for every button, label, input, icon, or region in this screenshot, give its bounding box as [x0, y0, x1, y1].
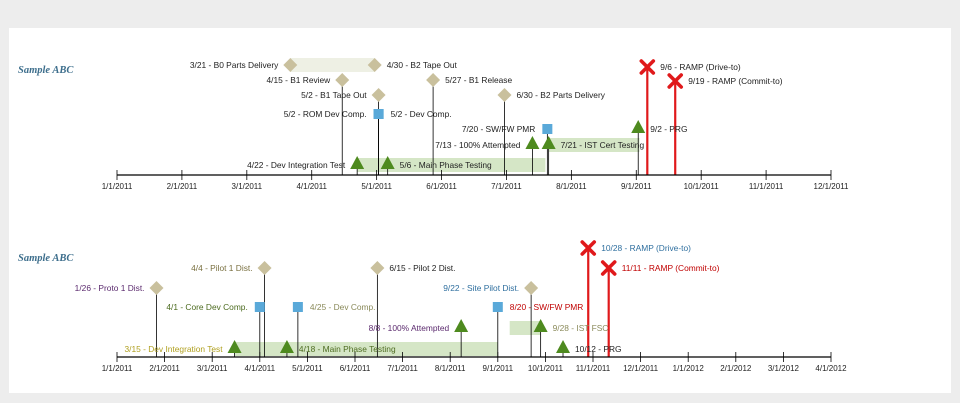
milestone-diamond [335, 73, 350, 87]
milestone-diamond [257, 261, 272, 275]
milestone-label: 5/27 - B1 Release [445, 75, 512, 85]
milestone-label: 9/22 - Site Pilot Dist. [443, 283, 519, 293]
milestone-diamond [370, 261, 385, 275]
milestone-label: 5/2 - ROM Dev Comp. [284, 109, 367, 119]
milestone-cross [639, 59, 656, 75]
axis-tick-label: 10/1/2011 [528, 364, 564, 373]
milestone-label: 7/13 - 100% Attempted [435, 140, 521, 150]
axis-tick-label: 10/1/2011 [684, 182, 720, 191]
milestone-label: 5/6 - Main Phase Testing [400, 160, 492, 170]
axis-tick-label: 2/1/2012 [720, 364, 752, 373]
milestone-label: 9/28 - IST FSC [553, 323, 609, 333]
milestone-label: 3/21 - B0 Parts Delivery [190, 60, 279, 70]
milestone-square [292, 302, 303, 312]
phase-bar [290, 58, 375, 72]
milestone-diamond [497, 88, 512, 102]
axis-tick-label: 5/1/2011 [292, 364, 323, 373]
milestone-label: 4/15 - B1 Review [266, 75, 331, 85]
milestone-diamond [149, 281, 164, 295]
milestone-label: 9/19 - RAMP (Commit-to) [688, 76, 783, 86]
milestone-label: 9/6 - RAMP (Drive-to) [660, 62, 741, 72]
milestone-label: 4/1 - Core Dev Comp. [166, 302, 247, 312]
axis-tick-label: 2/1/2011 [167, 182, 198, 191]
axis-tick-label: 7/1/2011 [491, 182, 522, 191]
phase-bar [509, 321, 541, 335]
milestone-triangle [454, 319, 469, 332]
chart-title: Sample ABC [18, 65, 74, 76]
milestone-label: 8/8 - 100% Attempted [369, 323, 450, 333]
axis-tick-label: 3/1/2011 [232, 182, 263, 191]
phase-bar [357, 158, 546, 172]
milestone-square [373, 109, 384, 119]
phase-bar [548, 138, 640, 152]
phase-bar [234, 342, 498, 356]
axis-tick-label: 2/1/2011 [149, 364, 180, 373]
milestone-triangle [350, 156, 365, 169]
axis-tick-label: 11/1/2011 [576, 364, 611, 373]
milestone-triangle [556, 340, 571, 353]
axis-tick-label: 8/1/2011 [435, 364, 466, 373]
milestone-label: 7/20 - SW/FW PMR [462, 124, 536, 134]
milestone-label: 10/28 - RAMP (Drive-to) [601, 243, 691, 253]
milestone-diamond [367, 58, 382, 72]
axis-tick-label: 4/1/2011 [296, 182, 327, 191]
axis-tick-label: 12/1/2011 [814, 182, 850, 191]
milestone-label: 10/12 - PRG [575, 344, 622, 354]
milestone-triangle [541, 136, 556, 149]
milestone-triangle [279, 340, 294, 353]
milestone-diamond [371, 88, 386, 102]
milestone-label: 4/18 - Main Phase Testing [299, 344, 396, 354]
axis-tick-label: 6/1/2011 [340, 364, 371, 373]
axis-tick-label: 3/1/2012 [768, 364, 800, 373]
milestone-square [542, 124, 553, 134]
milestone-label: 1/26 - Proto 1 Dist. [75, 283, 145, 293]
axis-tick-label: 8/1/2011 [556, 182, 587, 191]
timeline-canvas: Sample ABC 1/1/2011 2/1/2011 3/1/2011 4/1/20… [9, 28, 951, 393]
milestone-label: 6/30 - B2 Parts Delivery [517, 90, 606, 100]
axis-tick-label: 1/1/2012 [673, 364, 705, 373]
milestone-cross [580, 240, 597, 256]
milestone-square [492, 302, 503, 312]
milestone-triangle [380, 156, 395, 169]
milestone-triangle [533, 319, 548, 332]
milestone-label: 9/2 - PRG [650, 124, 687, 134]
milestone-square [254, 302, 265, 312]
milestone-label: 4/22 - Dev Integration Test [247, 160, 346, 170]
axis-tick-label: 4/1/2011 [245, 364, 276, 373]
milestone-diamond [426, 73, 441, 87]
axis-tick-label: 6/1/2011 [426, 182, 457, 191]
milestone-triangle [631, 120, 646, 133]
milestone-cross [600, 260, 617, 276]
milestone-cross [667, 73, 684, 89]
milestone-label: 6/15 - Pilot 2 Dist. [389, 263, 455, 273]
milestone-triangle [227, 340, 242, 353]
milestone-label: 3/15 - Dev Integration Test [124, 344, 223, 354]
timeline-chart: Sample ABC 1/1/2011 2/1/2011 3/1/2011 4/1/20… [18, 58, 850, 373]
axis-tick-label: 1/1/2011 [102, 364, 133, 373]
axis-tick-label: 11/1/2011 [749, 182, 784, 191]
milestone-label: 5/2 - B1 Tape Out [301, 90, 367, 100]
axis-tick-label: 5/1/2011 [361, 182, 392, 191]
milestone-label: 4/30 - B2 Tape Out [387, 60, 458, 70]
milestone-label: 5/2 - Dev Comp. [391, 109, 452, 119]
axis-tick-label: 9/1/2011 [621, 182, 652, 191]
chart-title: Sample ABC [18, 253, 74, 264]
axis-tick-label: 4/1/2012 [815, 364, 847, 373]
milestone-label: 7/21 - IST Cert Testing [561, 140, 645, 150]
milestone-label: 8/20 - SW/FW PMR [510, 302, 584, 312]
milestone-label: 4/4 - Pilot 1 Dist. [191, 263, 252, 273]
milestone-label: 11/11 - RAMP (Commit-to) [622, 263, 720, 273]
axis-tick-label: 7/1/2011 [387, 364, 418, 373]
axis-tick-label: 9/1/2011 [483, 364, 514, 373]
milestone-label: 4/25 - Dev Comp. [310, 302, 376, 312]
milestone-triangle [525, 136, 540, 149]
axis-tick-label: 12/1/2011 [623, 364, 659, 373]
axis-tick-label: 1/1/2011 [102, 182, 133, 191]
axis-tick-label: 3/1/2011 [197, 364, 228, 373]
milestone-diamond [524, 281, 539, 295]
milestone-diamond [283, 58, 298, 72]
